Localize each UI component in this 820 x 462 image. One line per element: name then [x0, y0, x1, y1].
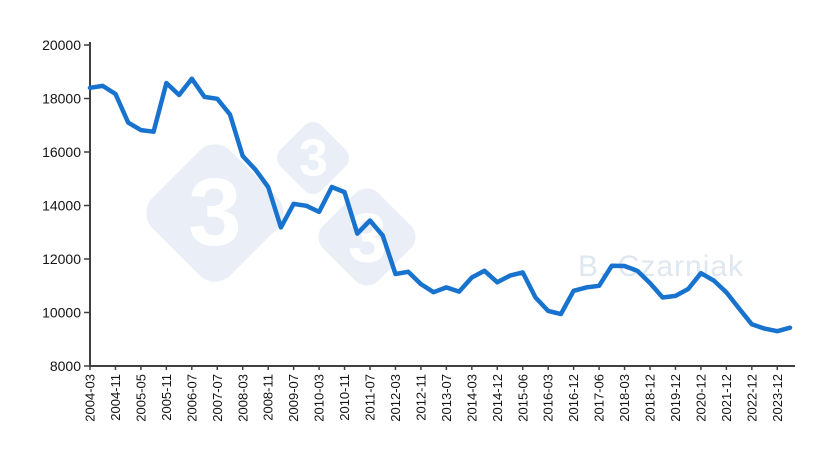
x-tick-label: 2012-03	[388, 374, 403, 422]
x-tick-label: 2015-06	[515, 374, 530, 422]
x-tick-label: 2021-12	[719, 374, 734, 422]
x-tick-label: 2008-03	[235, 374, 250, 422]
x-tick-label: 2013-07	[439, 374, 454, 422]
y-tick-label: 8000	[50, 358, 81, 374]
x-tick-label: 2018-12	[643, 374, 658, 422]
x-tick-label: 2016-12	[566, 374, 581, 422]
x-tick-label: 2014-12	[490, 374, 505, 422]
y-tick-label: 12000	[42, 251, 81, 267]
y-tick-label: 20000	[42, 37, 81, 53]
x-tick-label: 2004-11	[108, 374, 123, 421]
x-tick-label: 2020-12	[693, 374, 708, 422]
x-tick-label: 2010-11	[337, 374, 352, 421]
x-tick-label: 2014-03	[464, 374, 479, 422]
x-tick-label: 2004-03	[83, 374, 98, 422]
x-tick-label: 2019-12	[668, 374, 683, 422]
x-tick-label: 2010-03	[312, 374, 327, 422]
x-tick-label: 2016-03	[541, 374, 556, 422]
x-tick-label: 2012-11	[413, 374, 428, 421]
x-tick-label: 2009-07	[286, 374, 301, 422]
x-tick-label: 2017-06	[592, 374, 607, 422]
y-tick-label: 16000	[42, 144, 81, 160]
x-tick-label: 2007-07	[210, 374, 225, 422]
x-tick-label: 2011-07	[363, 374, 378, 421]
x-tick-label: 2018-03	[617, 374, 632, 422]
x-tick-label: 2023-12	[770, 374, 785, 422]
x-tick-label: 2005-11	[159, 374, 174, 421]
data-line-series	[87, 76, 793, 334]
y-tick-label: 18000	[42, 90, 81, 106]
x-tick-label: 2005-05	[133, 374, 148, 422]
y-tick-label: 10000	[42, 304, 81, 320]
y-tick-label: 14000	[42, 197, 81, 213]
x-tick-label: 2008-11	[261, 374, 276, 421]
x-tick-label: 2006-07	[184, 374, 199, 422]
x-tick-label: 2022-12	[744, 374, 759, 422]
